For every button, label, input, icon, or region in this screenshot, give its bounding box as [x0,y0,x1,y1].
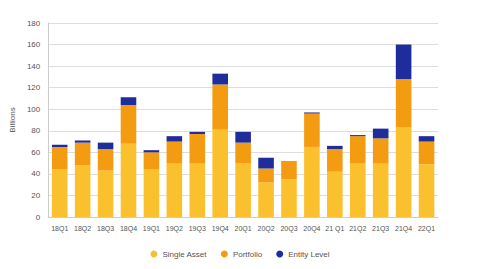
svg-text:Single Asset: Single Asset [162,250,207,259]
svg-text:Entity Level: Entity Level [288,250,330,259]
svg-text:Portfolio: Portfolio [233,250,263,259]
svg-text:20: 20 [31,191,40,200]
svg-text:20Q4: 20Q4 [303,225,320,233]
svg-text:120: 120 [27,83,41,92]
svg-text:18Q4: 18Q4 [120,225,137,233]
svg-text:21Q4: 21Q4 [395,225,412,233]
svg-text:19Q4: 19Q4 [212,225,229,233]
svg-text:60: 60 [31,148,40,157]
svg-text:18Q1: 18Q1 [51,225,68,233]
svg-text:Billions: Billions [8,107,17,132]
svg-text:20Q2: 20Q2 [257,225,274,233]
svg-text:19Q1: 19Q1 [143,225,160,233]
svg-text:19Q3: 19Q3 [189,225,206,233]
svg-text:40: 40 [31,169,40,178]
svg-text:22Q1: 22Q1 [418,225,435,233]
svg-text:80: 80 [31,126,40,135]
svg-text:20Q1: 20Q1 [235,225,252,233]
svg-text:0: 0 [36,213,41,222]
svg-text:21Q3: 21Q3 [372,225,389,233]
svg-text:21 Q1: 21 Q1 [325,225,344,233]
svg-text:19Q2: 19Q2 [166,225,183,233]
svg-text:100: 100 [27,105,41,114]
svg-text:18Q2: 18Q2 [74,225,91,233]
svg-text:20Q3: 20Q3 [280,225,297,233]
svg-text:180: 180 [27,19,41,28]
svg-text:21Q2: 21Q2 [349,225,366,233]
svg-text:160: 160 [27,40,41,49]
svg-text:140: 140 [27,62,41,71]
svg-text:18Q3: 18Q3 [97,225,114,233]
